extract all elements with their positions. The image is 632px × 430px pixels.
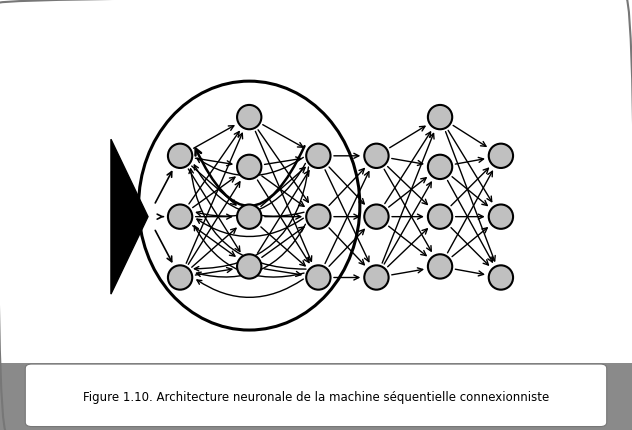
Circle shape [428, 106, 453, 130]
Circle shape [237, 106, 262, 130]
Circle shape [168, 144, 192, 169]
Circle shape [306, 144, 331, 169]
Circle shape [237, 155, 262, 180]
Circle shape [168, 266, 192, 290]
Circle shape [489, 205, 513, 229]
Circle shape [428, 205, 453, 229]
Circle shape [364, 205, 389, 229]
Circle shape [428, 155, 453, 180]
Polygon shape [111, 140, 148, 295]
Circle shape [364, 266, 389, 290]
Circle shape [428, 255, 453, 279]
Text: Figure 1.10. Architecture neuronale de la machine séquentielle connexionniste: Figure 1.10. Architecture neuronale de l… [83, 390, 549, 403]
Circle shape [364, 144, 389, 169]
Circle shape [168, 205, 192, 229]
Circle shape [489, 266, 513, 290]
Circle shape [489, 144, 513, 169]
Circle shape [306, 266, 331, 290]
Circle shape [237, 255, 262, 279]
Circle shape [306, 205, 331, 229]
Circle shape [237, 205, 262, 229]
